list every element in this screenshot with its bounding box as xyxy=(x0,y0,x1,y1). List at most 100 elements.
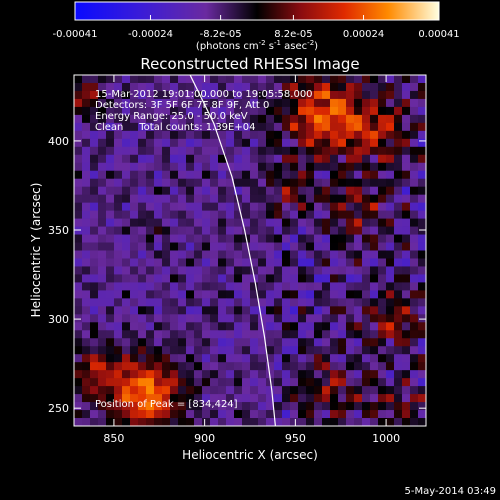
heatmap-cell xyxy=(410,370,419,379)
heatmap-cell xyxy=(410,114,419,124)
heatmap-cell xyxy=(394,290,403,299)
heatmap-cell xyxy=(130,322,139,331)
heatmap-cell xyxy=(258,226,267,235)
heatmap-cell xyxy=(290,178,299,188)
heatmap-cell xyxy=(170,314,179,323)
heatmap-cell xyxy=(210,146,219,156)
heatmap-cell xyxy=(378,338,387,347)
heatmap-cell xyxy=(258,234,267,243)
heatmap-cell xyxy=(210,274,219,283)
heatmap-cell xyxy=(162,202,171,212)
heatmap-cell xyxy=(178,418,187,426)
heatmap-cell xyxy=(290,386,299,395)
heatmap-cell xyxy=(218,290,227,299)
heatmap-cell xyxy=(202,130,211,140)
heatmap-cell xyxy=(402,90,411,100)
heatmap-cell xyxy=(218,322,227,331)
heatmap-cell xyxy=(82,362,91,371)
heatmap-cell xyxy=(386,106,395,116)
heatmap-cell xyxy=(394,330,403,339)
heatmap-cell xyxy=(74,386,83,395)
heatmap-cell xyxy=(218,178,227,188)
heatmap-cell xyxy=(298,210,307,219)
heatmap-cell xyxy=(234,346,243,355)
heatmap-cell xyxy=(74,146,83,156)
heatmap-cell xyxy=(130,418,139,426)
heatmap-cell xyxy=(258,298,267,307)
heatmap-cell xyxy=(138,194,147,204)
heatmap-cell xyxy=(210,90,219,100)
heatmap-cell xyxy=(410,290,419,299)
heatmap-cell xyxy=(346,306,355,315)
heatmap-cell xyxy=(210,266,219,275)
heatmap-cell xyxy=(410,194,419,204)
annotation-total-counts: Clean Total counts: 1.39E+04 xyxy=(95,122,255,133)
heatmap-cell xyxy=(266,130,275,140)
heatmap-cell xyxy=(106,274,115,283)
heatmap-cell xyxy=(346,250,355,259)
heatmap-cell xyxy=(258,306,267,315)
heatmap-cell xyxy=(258,346,267,355)
heatmap-cell xyxy=(178,114,187,124)
heatmap-cell xyxy=(306,418,315,426)
heatmap-cell xyxy=(282,338,291,347)
heatmap-cell xyxy=(154,242,163,251)
heatmap-cell xyxy=(74,330,83,339)
heatmap-cell xyxy=(330,250,339,259)
heatmap-cell xyxy=(362,138,371,148)
heatmap-cell xyxy=(330,418,339,426)
heatmap-cell xyxy=(330,138,339,148)
heatmap-cell xyxy=(266,330,275,339)
heatmap-cell xyxy=(218,258,227,267)
heatmap-cell xyxy=(218,170,227,180)
heatmap-cell xyxy=(402,154,411,164)
heatmap-cell xyxy=(218,402,227,411)
heatmap-cell xyxy=(282,194,291,204)
heatmap-cell xyxy=(154,346,163,355)
heatmap-cell xyxy=(314,202,323,212)
heatmap-cell xyxy=(194,378,203,387)
heatmap-cell xyxy=(210,170,219,180)
heatmap-cell xyxy=(146,266,155,275)
heatmap-cell xyxy=(322,410,331,419)
heatmap-cell xyxy=(306,194,315,204)
heatmap-cell xyxy=(146,75,155,84)
heatmap-cell xyxy=(314,378,323,387)
heatmap-cell xyxy=(202,98,211,108)
heatmap-cell xyxy=(394,170,403,180)
heatmap-cell xyxy=(146,106,155,116)
heatmap-cell xyxy=(362,322,371,331)
heatmap-cell xyxy=(362,418,371,426)
heatmap-cell xyxy=(250,266,259,275)
heatmap-cell xyxy=(298,162,307,172)
heatmap-cell xyxy=(378,346,387,355)
heatmap-cell xyxy=(114,210,123,219)
heatmap-cell xyxy=(90,75,99,84)
heatmap-cell xyxy=(250,362,259,371)
heatmap-cell xyxy=(242,146,251,156)
heatmap-cell xyxy=(74,322,83,331)
heatmap-cell xyxy=(290,90,299,100)
heatmap-cell xyxy=(250,170,259,180)
heatmap-cell xyxy=(106,322,115,331)
heatmap-cell xyxy=(146,178,155,188)
heatmap-cell xyxy=(74,242,83,251)
heatmap-cell xyxy=(162,82,171,92)
heatmap-cell xyxy=(194,402,203,411)
heatmap-cell xyxy=(410,242,419,251)
heatmap-cell xyxy=(394,106,403,116)
heatmap-cell xyxy=(218,386,227,395)
heatmap-cell xyxy=(330,306,339,315)
heatmap-cell xyxy=(178,402,187,411)
heatmap-cell xyxy=(130,178,139,188)
heatmap-cell xyxy=(298,378,307,387)
heatmap-cell xyxy=(386,258,395,267)
heatmap-cell xyxy=(250,322,259,331)
heatmap-cell xyxy=(386,370,395,379)
heatmap-cell xyxy=(90,370,99,379)
heatmap-cell xyxy=(394,394,403,403)
heatmap-cell xyxy=(194,362,203,371)
heatmap-cell xyxy=(154,114,163,124)
heatmap-cell xyxy=(210,418,219,426)
heatmap-cell xyxy=(162,75,171,84)
